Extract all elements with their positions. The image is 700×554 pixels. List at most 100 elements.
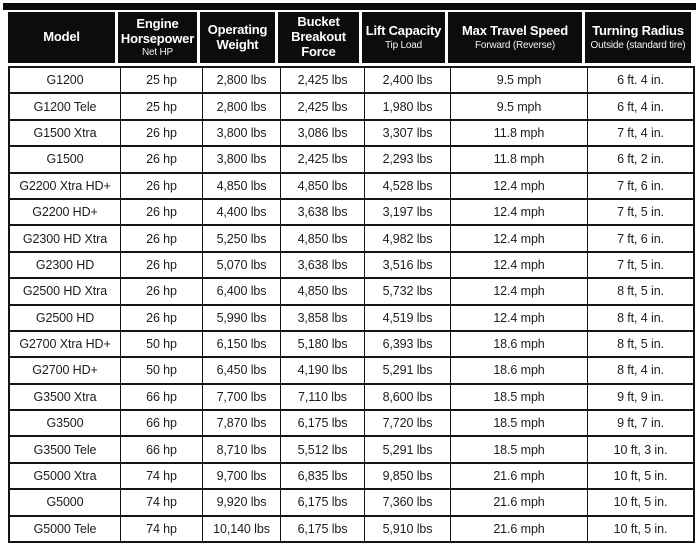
table-cell: 2,800 lbs bbox=[202, 92, 280, 119]
table-cell: 6,175 lbs bbox=[280, 409, 364, 436]
table-cell: G3500 Tele bbox=[10, 435, 120, 461]
table-cell: G1500 bbox=[10, 145, 120, 171]
table-cell: 5,990 lbs bbox=[202, 303, 280, 330]
table-cell: 10 ft, 5 in. bbox=[587, 488, 693, 515]
table-cell: 9,920 lbs bbox=[202, 488, 280, 515]
table-cell: 4,850 lbs bbox=[202, 171, 280, 198]
table-cell: 6 ft, 2 in. bbox=[587, 145, 693, 172]
table-cell: 25 hp bbox=[120, 68, 202, 93]
table-cell: 4,528 lbs bbox=[364, 171, 450, 198]
column-title: Model bbox=[43, 29, 80, 45]
table-cell: G5000 bbox=[10, 488, 120, 514]
column-subtitle: Outside (standard tire) bbox=[590, 39, 686, 51]
column-header-lift-capacity: Lift Capacity Tip Load bbox=[362, 12, 448, 63]
table-cell: G2500 HD bbox=[10, 303, 120, 330]
table-cell: 5,732 lbs bbox=[364, 277, 450, 304]
column-subtitle: Tip Load bbox=[385, 39, 422, 51]
column-title: Bucket Breakout Force bbox=[291, 14, 346, 59]
table-cell: G3500 Xtra bbox=[10, 382, 120, 409]
column-header-bucket-breakout-force: Bucket Breakout Force bbox=[278, 12, 362, 63]
table-cell: 5,180 lbs bbox=[280, 329, 364, 357]
table-cell: 9.5 mph bbox=[450, 92, 587, 119]
table-cell: 5,512 lbs bbox=[280, 435, 364, 462]
table-cell: 2,425 lbs bbox=[280, 145, 364, 172]
table-cell: 4,982 lbs bbox=[364, 224, 450, 251]
table-cell: 6,835 lbs bbox=[280, 461, 364, 489]
table-cell: 7 ft, 5 in. bbox=[587, 197, 693, 225]
column-subtitle: Net HP bbox=[141, 47, 174, 59]
table-cell: 6,175 lbs bbox=[280, 514, 364, 542]
table-cell: 11.8 mph bbox=[450, 118, 587, 146]
table-cell: 3,086 lbs bbox=[280, 118, 364, 146]
table-cell: G2500 HD Xtra bbox=[10, 277, 120, 303]
table-cell: 26 hp bbox=[120, 303, 202, 330]
table-cell: 8 ft, 4 in. bbox=[587, 303, 693, 330]
table-cell: 18.5 mph bbox=[450, 409, 587, 436]
table-cell: 7 ft, 6 in. bbox=[587, 224, 693, 251]
table-cell: 5,910 lbs bbox=[364, 514, 450, 542]
table-cell: 6,400 lbs bbox=[202, 277, 280, 304]
table-cell: 12.4 mph bbox=[450, 250, 587, 278]
table-cell: 12.4 mph bbox=[450, 171, 587, 198]
table-cell: 25 hp bbox=[120, 92, 202, 119]
table-cell: G2200 Xtra HD+ bbox=[10, 171, 120, 198]
spec-table-header: Model Engine Horsepower Net HP Operating… bbox=[8, 12, 691, 63]
table-cell: 8 ft, 5 in. bbox=[587, 277, 693, 304]
table-cell: G2200 HD+ bbox=[10, 197, 120, 224]
table-cell: 7,720 lbs bbox=[364, 409, 450, 436]
table-cell: G5000 Xtra bbox=[10, 461, 120, 488]
table-cell: 3,638 lbs bbox=[280, 197, 364, 225]
column-header-turning-radius: Turning Radius Outside (standard tire) bbox=[585, 12, 691, 63]
table-cell: 2,425 lbs bbox=[280, 68, 364, 93]
table-cell: 7 ft, 4 in. bbox=[587, 118, 693, 146]
column-title: Operating Weight bbox=[207, 21, 268, 52]
table-cell: 2,400 lbs bbox=[364, 68, 450, 93]
table-cell: 6,150 lbs bbox=[202, 329, 280, 357]
column-title: Turning Radius bbox=[592, 23, 684, 39]
table-cell: 5,250 lbs bbox=[202, 224, 280, 251]
column-header-max-travel-speed: Max Travel Speed Forward (Reverse) bbox=[448, 12, 585, 63]
table-cell: 2,293 lbs bbox=[364, 145, 450, 172]
table-cell: 12.4 mph bbox=[450, 224, 587, 251]
table-cell: 3,858 lbs bbox=[280, 303, 364, 330]
table-cell: 5,291 lbs bbox=[364, 435, 450, 462]
table-cell: 6,175 lbs bbox=[280, 488, 364, 515]
column-header-operating-weight: Operating Weight bbox=[200, 12, 278, 63]
table-cell: 8 ft, 4 in. bbox=[587, 356, 693, 383]
table-cell: 7,360 lbs bbox=[364, 488, 450, 515]
table-cell: 9.5 mph bbox=[450, 68, 587, 93]
table-cell: 5,291 lbs bbox=[364, 356, 450, 383]
table-cell: 3,638 lbs bbox=[280, 250, 364, 278]
table-cell: 12.4 mph bbox=[450, 197, 587, 225]
table-cell: 7,870 lbs bbox=[202, 409, 280, 436]
table-cell: 3,197 lbs bbox=[364, 197, 450, 225]
table-cell: G1500 Xtra bbox=[10, 118, 120, 145]
table-cell: 18.5 mph bbox=[450, 435, 587, 462]
table-cell: 26 hp bbox=[120, 277, 202, 304]
table-cell: 3,516 lbs bbox=[364, 250, 450, 278]
table-cell: 4,850 lbs bbox=[280, 224, 364, 251]
column-header-model: Model bbox=[8, 12, 118, 63]
table-cell: 10 ft, 5 in. bbox=[587, 461, 693, 489]
table-cell: G3500 bbox=[10, 409, 120, 435]
table-cell: 12.4 mph bbox=[450, 303, 587, 330]
table-cell: 4,190 lbs bbox=[280, 356, 364, 383]
table-cell: 21.6 mph bbox=[450, 488, 587, 515]
table-cell: G2300 HD bbox=[10, 250, 120, 277]
table-cell: 18.6 mph bbox=[450, 329, 587, 357]
table-cell: 10 ft, 5 in. bbox=[587, 514, 693, 542]
table-cell: 26 hp bbox=[120, 197, 202, 225]
table-cell: 9 ft, 7 in. bbox=[587, 409, 693, 436]
table-cell: 3,800 lbs bbox=[202, 145, 280, 172]
table-cell: 2,425 lbs bbox=[280, 92, 364, 119]
table-cell: 9,700 lbs bbox=[202, 461, 280, 489]
table-cell: 26 hp bbox=[120, 145, 202, 172]
table-cell: 18.5 mph bbox=[450, 382, 587, 410]
table-cell: 10 ft, 3 in. bbox=[587, 435, 693, 462]
spec-table-body: G1200 25 hp 2,800 lbs 2,425 lbs 2,400 lbs 9.5… bbox=[8, 66, 695, 544]
table-cell: 6,393 lbs bbox=[364, 329, 450, 357]
table-cell: 66 hp bbox=[120, 435, 202, 462]
table-cell: 5,070 lbs bbox=[202, 250, 280, 278]
table-cell: 26 hp bbox=[120, 250, 202, 278]
